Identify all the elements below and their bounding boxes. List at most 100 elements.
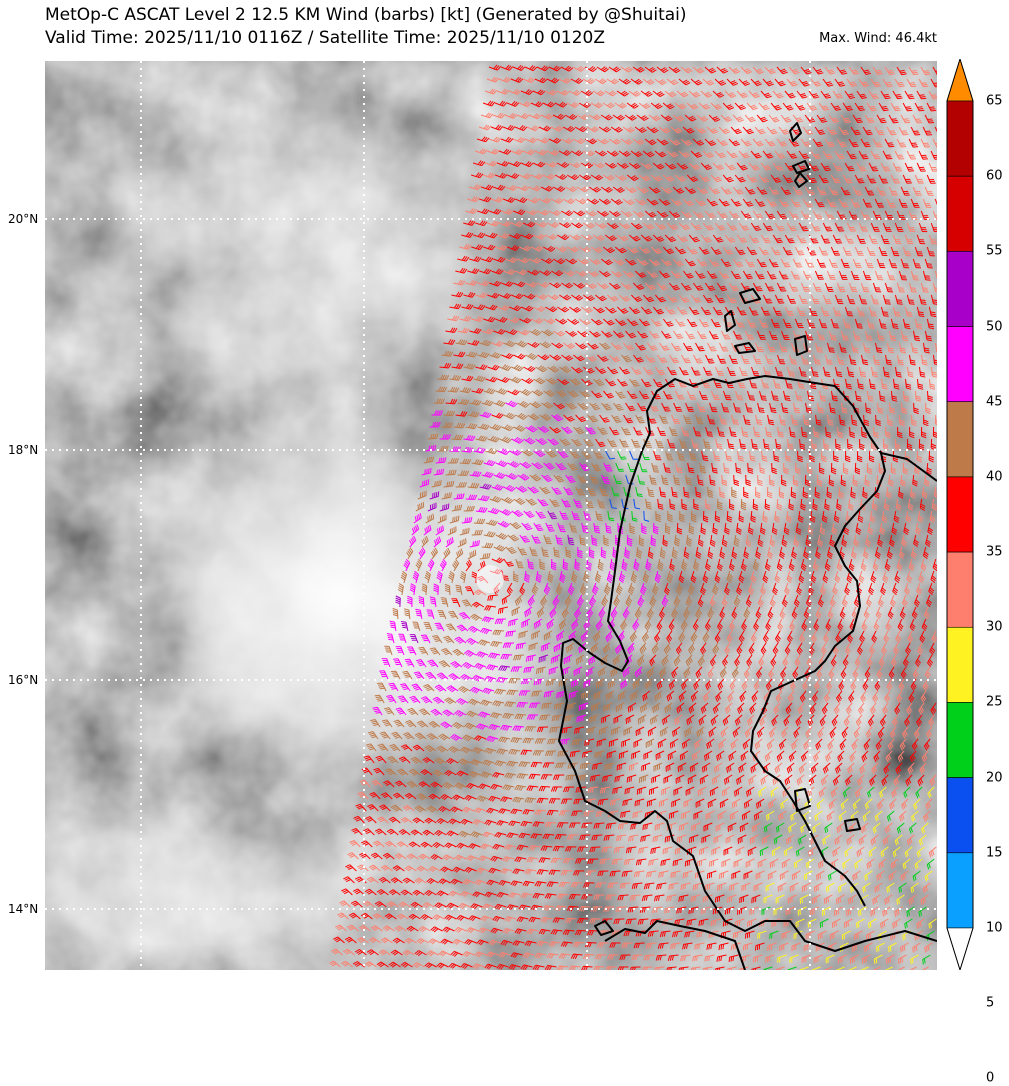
wind-barb-feather (699, 348, 704, 349)
wind-barb-feather (879, 338, 884, 339)
wind-barb-feather (753, 315, 758, 316)
wind-barb-feather (668, 398, 673, 399)
wind-barb-feather (802, 376, 807, 377)
wind-barb-feather (899, 290, 904, 291)
wind-barb-feather (931, 95, 936, 96)
wind-barb-feather (891, 133, 896, 134)
wind-barb-feather (799, 384, 804, 385)
wind-barb-feather (815, 362, 820, 363)
wind-barb-feather (695, 373, 700, 374)
wind-barb-feather (905, 326, 910, 327)
wind-barb-feather (860, 167, 865, 168)
wind-barb-feather (920, 97, 925, 98)
wind-barb-feather (829, 348, 834, 349)
wind-barb-feather (694, 371, 699, 372)
wind-barb-feather (859, 181, 864, 182)
wind-barb-feather (846, 179, 851, 180)
wind-barb-feather (872, 167, 877, 168)
wind-barb-feather (814, 376, 819, 377)
wind-barb-feather (761, 398, 766, 399)
wind-barb-feather (801, 241, 806, 242)
wind-barb-feather (759, 408, 764, 409)
wind-barb-feather (856, 340, 861, 341)
wind-barb-feather (891, 134, 896, 135)
wind-barb-feather (883, 314, 888, 315)
wind-barb-feather (832, 340, 837, 341)
wind-barb-feather (709, 361, 714, 362)
wind-barb-feather (862, 170, 867, 171)
wind-barb-feather (733, 422, 738, 423)
wind-barb-feather (683, 373, 688, 374)
chart-title: MetOp-C ASCAT Level 2 12.5 KM Wind (barb… (45, 5, 687, 25)
wind-barb-feather (869, 326, 874, 327)
wind-barb-feather (696, 375, 701, 376)
wind-barb-feather (898, 157, 903, 158)
wind-barb-feather (760, 412, 765, 413)
wind-barb-feather (914, 280, 919, 281)
wind-barb-feather (907, 314, 912, 315)
wind-barb-feather (783, 277, 788, 278)
wind-barb-feather (921, 98, 926, 99)
wind-barb (852, 415, 853, 424)
wind-barb-feather (869, 195, 874, 196)
wind-barb-feather (682, 387, 687, 388)
wind-barb (930, 379, 931, 388)
wind-barb-feather (895, 312, 900, 313)
wind-barb-feather (625, 432, 630, 433)
wind-barb-feather (931, 110, 936, 111)
wind-barb-feather (815, 360, 820, 361)
wind-barb-feather (900, 145, 905, 146)
wind-barb-feather (923, 84, 928, 85)
wind-barb-feather (933, 300, 938, 301)
wind-barb-feather (855, 338, 860, 339)
wind-barb-feather (750, 400, 755, 401)
wind-barb-feather (893, 324, 898, 325)
wind-barb-feather (799, 386, 804, 387)
wind-barb-feather (787, 253, 792, 254)
wind-barb-feather (762, 400, 767, 401)
wind-barb-feather (848, 182, 853, 183)
wind-barb-feather (844, 340, 849, 341)
wind-barb-feather (868, 193, 873, 194)
wind-barb-feather (905, 122, 910, 123)
wind-barb-feather (636, 431, 641, 432)
wind-barb-feather (796, 263, 801, 264)
wind-barb-feather (739, 325, 744, 326)
wind-barb-feather (713, 337, 718, 338)
wind-barb-feather (842, 203, 847, 204)
wind-barb-feather (840, 364, 845, 365)
wind-barb-feather (870, 181, 875, 182)
wind-barb-feather (786, 266, 791, 267)
wind-barb-feather (817, 217, 822, 218)
wind-barb-feather (898, 304, 903, 305)
wind-barb-feather (813, 243, 818, 244)
wind-barb-feather (684, 374, 689, 375)
wind-barb (878, 403, 879, 412)
wind-barb-feather (881, 326, 886, 327)
wind-barb-feather (742, 314, 747, 315)
wind-barb-feather (756, 302, 761, 303)
wind-barb-feather (733, 420, 738, 421)
wind-barb-feather (884, 169, 889, 170)
wind-barb-feather (758, 290, 763, 291)
wind-barb-feather (853, 348, 858, 349)
wind-barb-feather (828, 364, 833, 365)
wind-barb-feather (918, 107, 923, 108)
wind-barb-feather (928, 121, 933, 122)
wind-barb-feather (854, 205, 859, 206)
wind-barb-feather (724, 335, 729, 336)
wind-barb-feather (770, 291, 775, 292)
wind-barb-feather (922, 304, 927, 305)
wind-barb-feather (816, 364, 821, 365)
wind-barb-feather (907, 108, 912, 109)
wind-barb (864, 415, 865, 424)
wind-barb-feather (775, 384, 780, 385)
wind-barb-feather (801, 372, 806, 373)
wind-barb-feather (714, 338, 719, 339)
wind-barb-feather (716, 326, 721, 327)
wind-barb-feather (638, 435, 643, 436)
wind-barb-feather (828, 215, 833, 216)
wind-barb-feather (740, 327, 745, 328)
wind-barb-feather (726, 339, 731, 340)
wind-barb-feather (867, 336, 872, 337)
